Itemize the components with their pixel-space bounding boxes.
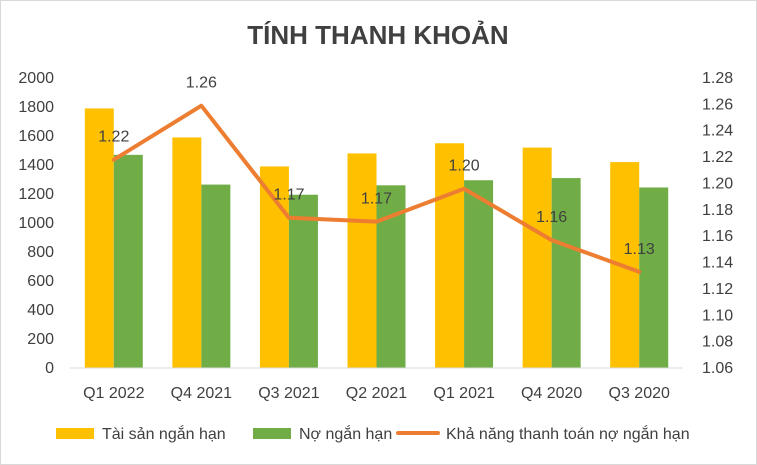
- left-tick-label: 0: [45, 360, 54, 377]
- data-label: 1.17: [273, 187, 304, 204]
- data-label: 1.22: [98, 129, 129, 146]
- right-tick-label: 1.06: [702, 360, 733, 377]
- left-axis: 0 200 400 600 800 1000 1200 1400 1600 1800 2000: [18, 70, 54, 377]
- legend-swatch: [56, 428, 94, 439]
- line-series: [111, 103, 642, 274]
- right-tick-label: 1.10: [702, 307, 733, 324]
- data-label: 1.13: [624, 241, 655, 258]
- right-tick-label: 1.14: [702, 255, 733, 272]
- data-labels: 1.22 1.26 1.17 1.17 1.20 1.16 1.13: [98, 75, 655, 258]
- legend-swatch: [253, 428, 291, 439]
- bar: [639, 187, 669, 368]
- left-tick-label: 2000: [18, 70, 54, 87]
- legend: Tài sản ngắn hạn Nợ ngắn hạn Khả năng than…: [56, 424, 690, 443]
- bar-series: [84, 108, 669, 368]
- x-tick-label: Q2 2021: [346, 385, 407, 402]
- data-label: 1.16: [536, 209, 567, 226]
- series-line: [111, 103, 642, 274]
- x-tick-label: Q3 2021: [258, 385, 319, 402]
- bar: [288, 194, 318, 368]
- bar: [113, 154, 143, 368]
- right-tick-label: 1.18: [702, 202, 733, 219]
- data-label: 1.26: [186, 75, 217, 92]
- data-label: 1.17: [361, 191, 392, 208]
- right-axis: 1.06 1.08 1.10 1.12 1.14 1.16 1.18 1.20 1.22 1.24…: [702, 70, 733, 377]
- left-tick-label: 1800: [18, 99, 54, 116]
- x-tick-label: Q4 2021: [171, 385, 232, 402]
- left-tick-label: 600: [27, 273, 54, 290]
- left-tick-label: 800: [27, 244, 54, 261]
- left-tick-label: 1600: [18, 128, 54, 145]
- left-tick-label: 400: [27, 302, 54, 319]
- right-tick-label: 1.26: [702, 96, 733, 113]
- bar: [347, 153, 377, 368]
- x-tick-label: Q3 2020: [609, 385, 670, 402]
- right-tick-label: 1.20: [702, 175, 733, 192]
- x-tick-label: Q1 2021: [433, 385, 494, 402]
- left-tick-label: 1000: [18, 215, 54, 232]
- right-tick-label: 1.08: [702, 334, 733, 351]
- bar: [551, 178, 581, 368]
- chart-title: TÍNH THANH KHOẢN: [247, 20, 508, 50]
- right-tick-label: 1.16: [702, 228, 733, 245]
- x-tick-label: Q4 2020: [521, 385, 582, 402]
- bar: [84, 108, 114, 368]
- left-tick-label: 200: [27, 331, 54, 348]
- x-tick-label: Q1 2022: [83, 385, 144, 402]
- right-tick-label: 1.28: [702, 70, 733, 87]
- data-label: 1.20: [449, 158, 480, 175]
- legend-label: Tài sản ngắn hạn: [102, 424, 226, 443]
- bar: [435, 143, 465, 368]
- left-tick-label: 1200: [18, 186, 54, 203]
- x-axis: Q1 2022 Q4 2021 Q3 2021 Q2 2021 Q1 2021 Q4 20…: [83, 385, 670, 402]
- legend-label: Nợ ngắn hạn: [299, 424, 392, 443]
- right-tick-label: 1.22: [702, 149, 733, 166]
- bar: [522, 147, 552, 368]
- bar: [201, 184, 231, 368]
- left-tick-label: 1400: [18, 157, 54, 174]
- right-tick-label: 1.24: [702, 123, 733, 140]
- bar: [172, 137, 202, 368]
- right-tick-label: 1.12: [702, 281, 733, 298]
- legend-label: Khả năng thanh toán nợ ngắn hạn: [446, 424, 690, 443]
- bar: [464, 180, 494, 368]
